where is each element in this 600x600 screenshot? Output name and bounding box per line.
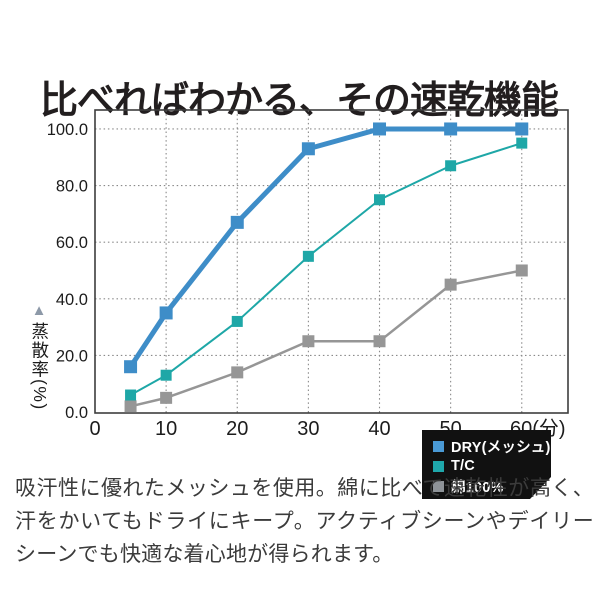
legend-item: T/C [433,456,551,476]
legend-swatch-icon [433,480,444,492]
data-point-marker [302,250,314,262]
series-line [130,142,523,396]
x-tick-label: 20 [226,418,248,440]
data-point-marker [231,315,243,327]
series-line [130,269,523,408]
x-tick-label: 30 [297,418,319,440]
data-point-marker [231,366,244,379]
data-point-marker [373,335,386,348]
data-point-marker [124,360,138,374]
y-tick-label: 100.0 [47,121,88,139]
y-tick-label: 0.0 [65,404,88,422]
data-point-marker [160,391,173,404]
legend-swatch-icon [433,440,444,452]
data-point-marker [444,122,458,136]
x-tick-label: 10 [155,418,177,440]
triangle-up-icon: ▲ [31,302,47,319]
legend-label: 綿100% [451,479,504,496]
legend-label: T/C [451,458,475,474]
data-point-marker [124,400,137,413]
y-axis-title-text: 蒸散率(%) [29,322,50,411]
data-point-marker [159,306,173,320]
y-tick-label: 40.0 [56,291,88,309]
legend-item: DRY(メッシュ) [433,436,551,456]
y-axis-title: ▲ 蒸散率(%) [24,303,54,411]
series-line [128,126,522,369]
y-tick-label: 80.0 [56,178,88,196]
legend-item: 綿100% [433,476,551,496]
y-tick-label: 20.0 [56,347,88,365]
data-point-marker [444,278,457,291]
data-point-marker [373,122,387,136]
legend-swatch-icon [433,460,444,472]
x-tick-label: 0 [89,418,100,440]
description-text: 吸汗性に優れたメッシュを使用。綿に比べて速乾性が高く、汗をかいてもドライにキープ… [15,477,594,566]
data-point-marker [302,335,315,348]
data-point-marker [515,264,528,277]
data-point-marker [515,122,529,136]
plot-border [94,109,569,414]
page-title: 比べればわかる、その速乾機能 [40,80,559,123]
data-point-marker [516,137,528,149]
legend-label: DRY(メッシュ) [451,439,551,456]
x-tick-label: 40 [368,418,390,440]
data-point-marker [301,142,315,156]
data-point-marker [445,160,457,172]
evaporation-rate-chart: 0.0 20.0 40.0 60.0 80.0 100.0 0 10 20 30 40 50 60(分)… [0,100,600,499]
data-point-marker [125,389,137,401]
data-point-marker [160,369,172,381]
data-point-marker [230,215,244,229]
chart-legend: DRY(メッシュ) T/C 綿100% [422,430,551,499]
y-tick-label: 60.0 [56,234,88,252]
data-point-marker [374,194,386,206]
